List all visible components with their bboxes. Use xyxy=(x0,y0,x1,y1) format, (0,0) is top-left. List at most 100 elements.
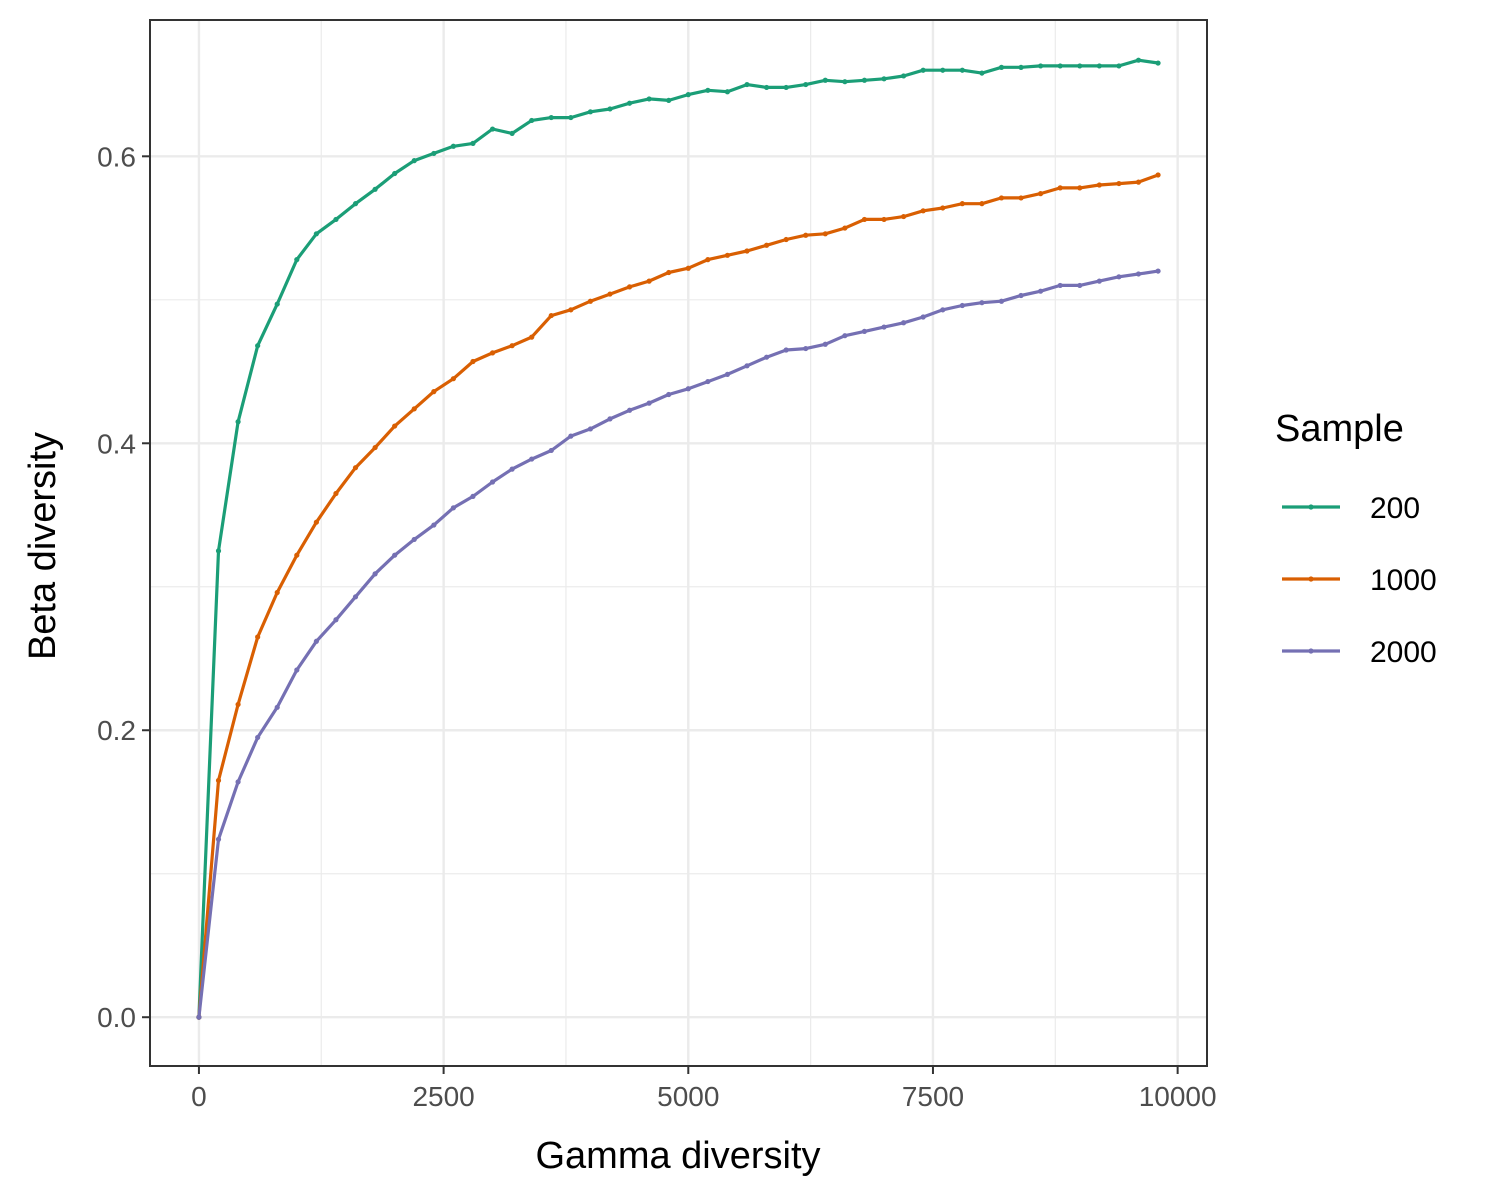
data-point-2000 xyxy=(529,456,535,462)
data-point-2000 xyxy=(1057,282,1063,289)
data-point-1000 xyxy=(255,634,261,640)
data-point-200 xyxy=(1077,63,1083,69)
data-point-2000 xyxy=(861,328,868,334)
data-point-1000 xyxy=(1077,185,1083,191)
data-point-1000 xyxy=(626,284,633,290)
data-point-2000 xyxy=(1096,278,1102,284)
legend: Sample 200 1000 2000 xyxy=(1275,408,1437,669)
data-point-200 xyxy=(529,117,535,124)
data-point-200 xyxy=(646,96,652,102)
data-point-1000 xyxy=(1116,180,1122,187)
data-point-2000 xyxy=(392,552,398,558)
data-point-200 xyxy=(744,81,750,88)
data-point-2000 xyxy=(431,522,437,528)
data-point-1000 xyxy=(548,312,554,319)
data-point-1000 xyxy=(1135,179,1142,185)
data-point-2000 xyxy=(1155,268,1161,274)
data-point-2000 xyxy=(196,1014,202,1020)
data-point-200 xyxy=(470,140,476,146)
data-point-200 xyxy=(333,216,339,223)
data-point-200 xyxy=(607,106,613,112)
data-point-1000 xyxy=(1057,185,1063,191)
data-point-2000 xyxy=(215,836,222,842)
data-point-2000 xyxy=(685,386,691,392)
major-gridlines xyxy=(150,20,1207,1066)
x-tick-label: 10000 xyxy=(1139,1081,1217,1112)
data-point-2000 xyxy=(920,314,926,320)
data-point-2000 xyxy=(235,779,241,785)
data-point-200 xyxy=(1155,60,1161,66)
data-point-2000 xyxy=(411,536,417,543)
data-point-200 xyxy=(1116,63,1122,69)
data-point-2000 xyxy=(724,371,731,378)
legend-label: 2000 xyxy=(1370,636,1437,669)
data-point-2000 xyxy=(372,571,378,577)
data-point-2000 xyxy=(705,378,711,385)
data-point-2000 xyxy=(255,734,261,741)
data-point-2000 xyxy=(803,345,809,352)
data-point-2000 xyxy=(940,307,946,313)
legend-label: 200 xyxy=(1370,492,1420,525)
data-point-200 xyxy=(1018,64,1024,70)
data-point-1000 xyxy=(666,269,672,276)
data-point-1000 xyxy=(274,589,280,596)
data-point-1000 xyxy=(294,552,300,558)
data-point-1000 xyxy=(215,777,222,784)
series-line-200 xyxy=(197,58,1160,1019)
data-point-200 xyxy=(392,170,398,177)
data-point-1000 xyxy=(411,406,417,412)
data-point-1000 xyxy=(313,519,319,525)
data-point-1000 xyxy=(235,701,241,708)
data-point-1000 xyxy=(587,298,594,304)
data-point-200 xyxy=(920,67,926,73)
y-tick-label: 0.6 xyxy=(97,141,136,172)
data-point-2000 xyxy=(1116,274,1122,280)
data-point-200 xyxy=(255,343,261,349)
data-point-1000 xyxy=(333,490,339,497)
data-point-2000 xyxy=(1077,282,1083,289)
data-point-1000 xyxy=(489,350,496,356)
data-point-2000 xyxy=(352,594,359,600)
data-point-2000 xyxy=(666,391,672,398)
data-point-1000 xyxy=(352,465,359,471)
data-point-200 xyxy=(489,126,496,132)
data-point-2000 xyxy=(626,407,633,413)
data-point-200 xyxy=(235,419,241,425)
data-point-1000 xyxy=(979,201,985,207)
data-point-200 xyxy=(274,301,280,307)
data-point-200 xyxy=(685,92,691,98)
data-point-200 xyxy=(587,109,594,115)
data-point-200 xyxy=(372,186,378,192)
data-point-2000 xyxy=(587,426,594,432)
data-point-200 xyxy=(1057,63,1063,69)
data-point-1000 xyxy=(803,232,809,238)
data-point-2000 xyxy=(1135,271,1142,277)
data-point-2000 xyxy=(607,416,613,422)
data-point-1000 xyxy=(763,242,770,248)
data-point-200 xyxy=(979,70,985,76)
data-point-2000 xyxy=(901,320,907,326)
legend-key-point xyxy=(1308,648,1314,654)
data-point-1000 xyxy=(959,201,965,207)
data-point-2000 xyxy=(822,341,828,347)
data-point-200 xyxy=(959,67,965,73)
data-point-200 xyxy=(998,64,1005,70)
data-point-1000 xyxy=(646,278,652,284)
data-point-200 xyxy=(431,150,437,157)
data-point-200 xyxy=(861,77,868,83)
data-point-2000 xyxy=(998,298,1005,304)
data-point-200 xyxy=(822,77,828,83)
y-tick-label: 0.4 xyxy=(97,428,136,459)
series-layer xyxy=(196,57,1161,1020)
data-point-1000 xyxy=(372,444,378,451)
data-point-200 xyxy=(783,84,789,91)
data-point-2000 xyxy=(509,466,515,472)
y-tick-label: 0.0 xyxy=(97,1002,136,1033)
data-point-1000 xyxy=(470,358,476,365)
data-point-1000 xyxy=(724,252,731,258)
data-point-200 xyxy=(666,97,672,103)
data-point-2000 xyxy=(313,638,319,644)
data-point-200 xyxy=(1096,63,1102,69)
data-point-1000 xyxy=(920,208,926,214)
data-point-200 xyxy=(352,201,359,207)
